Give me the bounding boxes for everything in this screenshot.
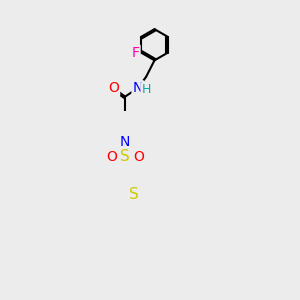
Text: F: F [132,46,140,59]
Text: N: N [120,135,130,149]
Text: O: O [133,150,144,164]
Text: H: H [141,83,151,96]
Text: O: O [106,150,117,164]
Text: S: S [129,187,139,202]
Text: S: S [120,149,130,164]
Text: N: N [133,81,143,95]
Text: O: O [108,81,119,95]
